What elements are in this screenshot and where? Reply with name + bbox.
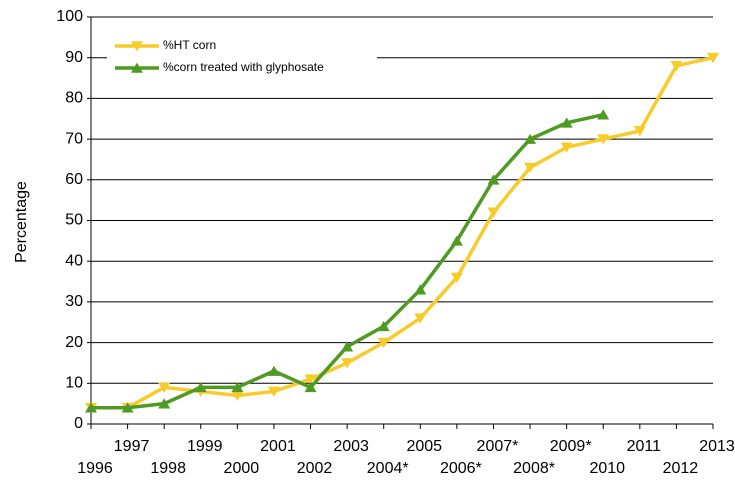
x-tick-label: 2000 — [224, 460, 260, 477]
y-tick-label: 70 — [65, 130, 83, 147]
y-tick-label: 80 — [65, 90, 83, 107]
marker — [707, 52, 719, 64]
y-tick-label: 0 — [74, 415, 83, 432]
marker — [670, 61, 683, 72]
marker — [414, 313, 427, 324]
marker — [341, 358, 354, 369]
marker — [304, 374, 317, 385]
y-tick-label: 20 — [65, 334, 83, 351]
x-tick-label: 2009* — [550, 438, 592, 455]
x-tick-label: 2013 — [699, 438, 735, 455]
marker — [304, 381, 317, 393]
x-tick-label: 2002 — [297, 460, 333, 477]
x-tick-label: 2008* — [513, 460, 555, 477]
y-tick-label: 40 — [65, 252, 83, 269]
legend-label: %corn treated with glyphosate — [163, 60, 324, 74]
marker — [450, 235, 463, 246]
marker — [377, 337, 390, 348]
legend-box — [107, 34, 377, 82]
x-tick-label: 2007* — [477, 438, 519, 455]
y-tick-label: 90 — [65, 49, 83, 66]
marker — [158, 382, 171, 393]
marker — [524, 133, 537, 144]
legend-marker — [131, 62, 143, 73]
legend-marker — [131, 41, 143, 52]
series-line — [91, 55, 714, 410]
marker — [560, 142, 573, 153]
x-tick-label: 2010 — [589, 460, 625, 477]
marker — [450, 272, 463, 283]
marker — [267, 386, 280, 397]
x-tick-label: 1999 — [187, 438, 223, 455]
y-tick-label: 100 — [56, 8, 83, 25]
y-tick-label: 30 — [65, 293, 83, 310]
x-tick-label: 1997 — [114, 438, 150, 455]
x-tick-label: 2006* — [440, 460, 482, 477]
marker — [597, 134, 610, 145]
marker — [487, 174, 500, 185]
x-tick-label: 2011 — [627, 438, 662, 455]
marker — [194, 381, 207, 393]
x-tick-label: 2004* — [367, 460, 409, 477]
marker — [121, 402, 134, 413]
marker — [633, 126, 646, 137]
x-tick-label: 2005 — [406, 438, 442, 455]
x-tick-label: 1996 — [77, 460, 113, 477]
marker — [597, 109, 610, 120]
y-tick-label: 60 — [65, 171, 83, 188]
marker — [524, 162, 537, 173]
marker — [341, 341, 354, 352]
legend-label: %HT corn — [163, 38, 216, 52]
marker — [414, 284, 427, 295]
marker — [85, 402, 97, 413]
x-tick-label: 2012 — [663, 460, 699, 477]
marker — [487, 207, 500, 218]
y-tick-label: 50 — [65, 212, 83, 229]
x-tick-label: 2001 — [260, 438, 296, 455]
y-axis-label: Percentage — [13, 181, 30, 263]
marker — [267, 365, 280, 376]
y-tick-label: 10 — [65, 375, 83, 392]
marker — [231, 390, 244, 401]
marker — [560, 117, 573, 128]
marker — [377, 320, 390, 332]
marker — [231, 381, 244, 393]
x-tick-label: 2003 — [333, 438, 369, 455]
marker — [158, 398, 171, 409]
x-tick-label: 1998 — [150, 460, 186, 477]
